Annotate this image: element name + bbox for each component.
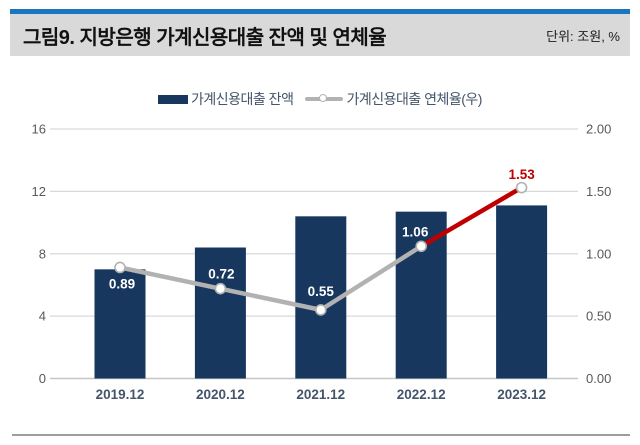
unit-label: 단위: 조원, % <box>546 28 620 44</box>
line-marker <box>114 261 126 274</box>
x-axis-category-label: 2022.12 <box>397 387 446 402</box>
right-axis-tick-label: 0.00 <box>586 371 611 386</box>
legend-item-delinquency: 가계신용대출 연체율(우) <box>305 89 482 109</box>
x-axis-category-label: 2021.12 <box>296 387 345 402</box>
left-axis-tick-label: 0 <box>39 371 46 386</box>
left-axis-tick-label: 4 <box>39 309 46 324</box>
x-axis-category-label: 2023.12 <box>497 387 546 402</box>
delinquency-line-segment <box>218 286 324 313</box>
line-swatch-icon <box>305 94 344 104</box>
x-axis-category-label: 2020.12 <box>196 387 245 402</box>
legend-label-balance: 가계신용대출 잔액 <box>191 91 294 107</box>
point-label: 0.55 <box>308 284 335 299</box>
bar <box>94 269 146 379</box>
figure-title: 그림9. 지방은행 가계신용대출 잔액 및 연체율 <box>23 26 387 49</box>
left-axis-tick-label: 16 <box>32 122 46 137</box>
delinquency-line-segment-highlight <box>418 185 524 249</box>
figure-header: 그림9. 지방은행 가계신용대출 잔액 및 연체율 단위: 조원, % <box>10 14 630 56</box>
header-accent-bar <box>10 9 630 14</box>
point-label: 0.89 <box>109 276 135 291</box>
bar <box>496 205 548 379</box>
point-label: 1.53 <box>508 167 535 182</box>
right-axis-tick-label: 1.50 <box>586 184 611 199</box>
line-marker <box>515 181 528 194</box>
point-label: 1.06 <box>402 224 429 239</box>
left-axis-tick-label: 8 <box>39 246 46 261</box>
delinquency-line-segment <box>117 265 223 291</box>
legend-item-balance: 가계신용대출 잔액 <box>158 89 294 109</box>
right-axis-tick-label: 1.00 <box>586 246 611 261</box>
point-label: 0.72 <box>208 267 234 282</box>
x-axis-category-label: 2019.12 <box>96 387 145 402</box>
bottom-divider <box>12 434 630 436</box>
bar-swatch-icon <box>158 94 189 104</box>
bar <box>395 211 447 379</box>
right-axis-tick-label: 2.00 <box>586 122 611 137</box>
chart-legend: 가계신용대출 잔액 가계신용대출 연체율(우) <box>0 89 640 109</box>
legend-label-delinquency: 가계신용대출 연체율(우) <box>346 91 482 107</box>
bar <box>194 247 246 379</box>
line-marker <box>314 304 327 316</box>
line-marker <box>415 240 428 253</box>
delinquency-line-segment <box>318 244 424 313</box>
line-marker <box>214 282 227 295</box>
left-axis-tick-label: 12 <box>32 184 46 199</box>
right-axis-tick-label: 0.50 <box>586 309 611 324</box>
